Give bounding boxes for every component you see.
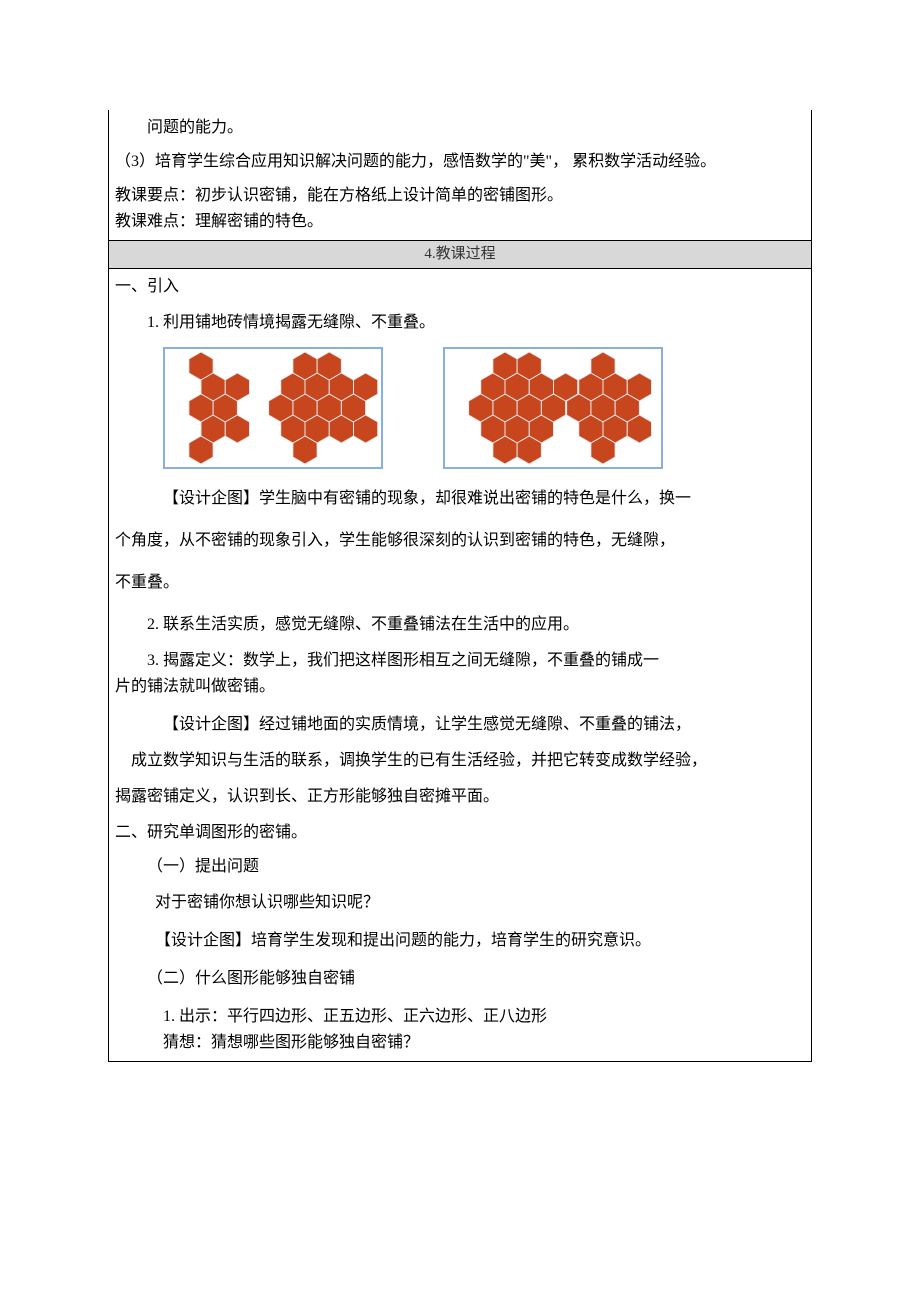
- intro-step-2: 2. 联系生活实质，感觉无缝隙、不重叠铺法在生活中的应用。: [115, 613, 805, 637]
- design-intent-3: 【设计企图】培育学生发现和提出问题的能力，培育学生的研究意识。: [115, 929, 805, 953]
- sub-heading-1: （一）提出问题: [115, 855, 805, 879]
- section-header: 4.教课过程: [109, 240, 811, 269]
- design-intent-2c: 揭露密铺定义，认识到长、正方形能够独自密摊平面。: [115, 785, 805, 809]
- key-point: 教课要点：初步认识密铺，能在方格纸上设计简单的密铺图形。: [115, 184, 805, 208]
- intro-step-1: 1. 利用铺地砖情境揭露无缝隙、不重叠。: [115, 311, 805, 335]
- design-intent-2b: 成立数学知识与生活的联系，调换学生的已有生活经验，并把它转变成数学经验，: [115, 749, 805, 773]
- objective-line-1: 问题的能力。: [115, 116, 805, 140]
- heading-intro: 一、引入: [115, 275, 805, 299]
- figure-row: [163, 347, 805, 469]
- hex-figure-right: [443, 347, 663, 469]
- guess-prompt: 猜想：猜想哪些图形能够独自密铺？: [115, 1031, 805, 1055]
- shapes-list: 1. 出示：平行四边形、正五边形、正六边形、正八边形: [115, 1005, 805, 1029]
- question-1: 对于密铺你想认识哪些知识呢？: [115, 891, 805, 915]
- intro-step-3b: 片的铺法就叫做密铺。: [115, 675, 805, 699]
- design-intent-1c: 不重叠。: [115, 571, 805, 595]
- intro-step-3a: 3. 揭露定义：数学上，我们把这样图形相互之间无缝隙，不重叠的铺成一: [115, 649, 805, 673]
- design-intent-1b: 个角度，从不密铺的现象引入，学生能够很深刻的认识到密铺的特色，无缝隙，: [115, 529, 805, 553]
- difficult-point: 教课难点：理解密铺的特色。: [115, 210, 805, 234]
- objective-line-2: （3）培育学生综合应用知识解决问题的能力，感悟数学的"美"， 累积数学活动经验。: [115, 150, 805, 174]
- top-cell: 问题的能力。 （3）培育学生综合应用知识解决问题的能力，感悟数学的"美"， 累积…: [109, 110, 811, 240]
- hex-svg-right: [445, 349, 661, 467]
- sub-heading-2: （二）什么图形能够独自密铺: [115, 967, 805, 991]
- body-cell: 一、引入 1. 利用铺地砖情境揭露无缝隙、不重叠。 【设计企图】学生脑中有密铺的…: [109, 269, 811, 1061]
- design-intent-1a: 【设计企图】学生脑中有密铺的现象，却很难说出密铺的特色是什么，换一: [115, 487, 805, 511]
- hex-svg-left: [165, 349, 381, 467]
- hex-figure-left: [163, 347, 383, 469]
- design-intent-2a: 【设计企图】经过铺地面的实质情境，让学生感觉无缝隙、不重叠的铺法，: [115, 713, 805, 737]
- heading-explore: 二、研究单调图形的密铺。: [115, 821, 805, 845]
